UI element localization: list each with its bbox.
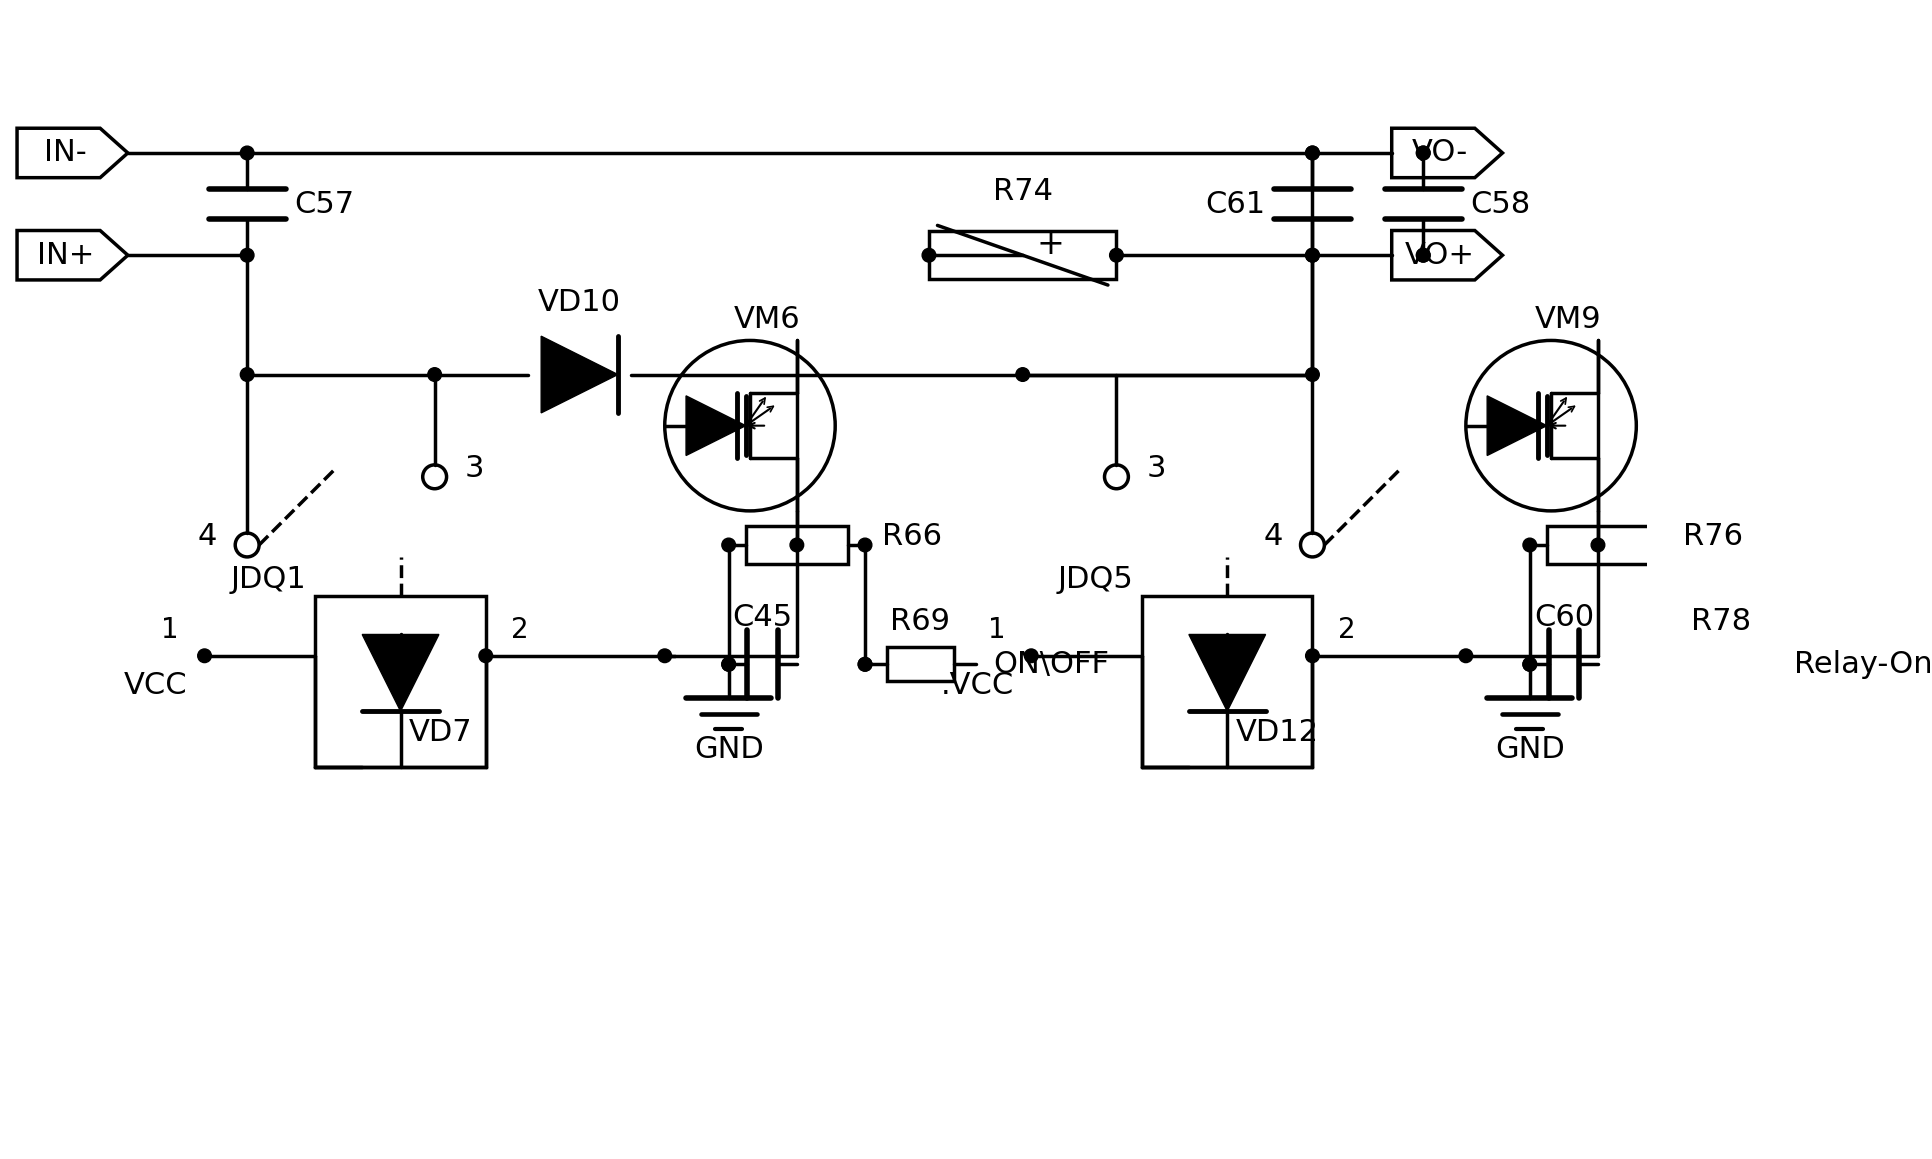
Bar [1142,596,1312,766]
Text: VO+: VO+ [1405,241,1474,270]
Text: 2: 2 [1337,617,1354,644]
Text: IN-: IN- [44,138,87,167]
Circle shape [1658,657,1671,671]
Text: R66: R66 [881,522,941,551]
Text: R78: R78 [1690,607,1750,636]
Bar [746,526,848,563]
Polygon shape [1188,634,1265,712]
Circle shape [197,649,211,663]
Text: R74: R74 [993,177,1053,206]
Text: 1: 1 [160,617,180,644]
Text: VM6: VM6 [734,305,800,334]
Circle shape [479,649,493,663]
Text: GND: GND [694,735,763,764]
Circle shape [858,657,871,671]
Circle shape [1109,248,1122,262]
Text: VCC: VCC [124,671,187,700]
Circle shape [1304,367,1320,381]
Circle shape [427,367,440,381]
Text: 3: 3 [1146,454,1165,483]
Circle shape [1658,657,1671,671]
Circle shape [240,248,253,262]
Polygon shape [541,336,618,413]
Bar [315,596,485,766]
Text: VM9: VM9 [1534,305,1600,334]
Text: JDQ5: JDQ5 [1057,564,1132,593]
Circle shape [1304,146,1320,160]
Circle shape [1304,649,1320,663]
Bar [887,647,952,681]
Circle shape [1522,538,1536,552]
Text: 4: 4 [1264,522,1283,551]
Circle shape [1416,146,1430,160]
Polygon shape [1486,396,1546,455]
Text: JDQ1: JDQ1 [232,564,307,593]
Circle shape [1658,538,1671,552]
Circle shape [721,657,734,671]
Text: C57: C57 [294,190,354,219]
Circle shape [657,649,670,663]
Text: C58: C58 [1470,190,1530,219]
Text: VD10: VD10 [537,287,620,316]
Text: VD7: VD7 [410,717,473,748]
Circle shape [858,538,871,552]
Circle shape [790,538,804,552]
Text: +: + [1036,228,1065,262]
Text: VD12: VD12 [1235,717,1318,748]
Circle shape [1416,248,1430,262]
Circle shape [1304,248,1320,262]
Text: GND: GND [1493,735,1563,764]
Circle shape [1416,146,1430,160]
Bar [1546,526,1648,563]
Text: 1: 1 [987,617,1005,644]
Circle shape [1590,538,1604,552]
Text: R69: R69 [891,607,951,636]
Text: 4: 4 [197,522,216,551]
Text: C45: C45 [732,603,792,632]
Circle shape [240,367,253,381]
Bar [1687,647,1754,681]
Text: 2: 2 [512,617,529,644]
Text: .VCC: .VCC [941,671,1014,700]
Polygon shape [361,634,439,712]
Circle shape [1024,649,1037,663]
Circle shape [721,657,734,671]
Text: VO-: VO- [1412,138,1468,167]
Bar [929,232,1117,279]
Circle shape [240,146,253,160]
Text: IN+: IN+ [37,241,95,270]
Circle shape [1016,367,1030,381]
Circle shape [1522,657,1536,671]
Text: R76: R76 [1683,522,1743,551]
Text: ON\OFF: ON\OFF [993,650,1109,679]
Text: C60: C60 [1532,603,1594,632]
Polygon shape [686,396,746,455]
Circle shape [1304,146,1320,160]
Text: Relay-On1: Relay-On1 [1793,650,1932,679]
Circle shape [922,248,935,262]
Circle shape [1522,657,1536,671]
Circle shape [1459,649,1472,663]
Circle shape [1304,248,1320,262]
Circle shape [1416,248,1430,262]
Circle shape [858,657,871,671]
Text: C61: C61 [1206,190,1265,219]
Text: 3: 3 [464,454,483,483]
Circle shape [721,538,734,552]
